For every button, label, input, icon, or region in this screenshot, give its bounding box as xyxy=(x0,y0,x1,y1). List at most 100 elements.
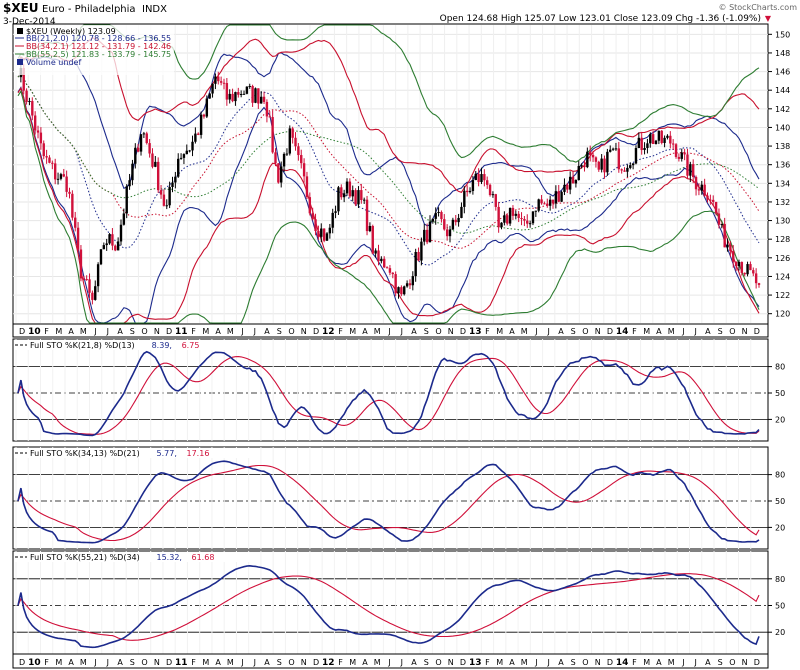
price-bar-body xyxy=(165,205,168,207)
price-bar-body xyxy=(560,191,563,202)
price-bar-body xyxy=(134,147,137,164)
price-bar-body xyxy=(594,157,598,162)
price-bar-body xyxy=(574,180,578,184)
price-bar-body xyxy=(557,191,560,202)
price-bar-body xyxy=(537,199,540,211)
price-bar-body xyxy=(191,141,194,151)
y-tick-label: 122 xyxy=(775,291,790,300)
price-bar-body xyxy=(108,234,111,244)
price-bar-body xyxy=(486,180,489,185)
x-month-label: J xyxy=(106,658,109,667)
x-month-label: A xyxy=(509,658,515,667)
price-bar-body xyxy=(351,190,354,197)
price-bar-body xyxy=(274,152,277,164)
price-bar-body xyxy=(546,203,549,206)
x-month-label: M xyxy=(227,658,234,667)
price-bar-body xyxy=(88,279,91,293)
y-tick-label: 140 xyxy=(775,123,790,132)
x-month-label: D xyxy=(754,327,760,336)
x-month-label: D xyxy=(460,658,466,667)
price-bar-body xyxy=(280,166,283,183)
x-month-label: D xyxy=(166,658,172,667)
stoch-d-line xyxy=(17,356,760,435)
price-bar-body xyxy=(712,199,715,202)
price-bar-body xyxy=(177,158,180,177)
price-bar-body xyxy=(526,220,529,224)
price-bar-body xyxy=(540,199,543,204)
x-month-label: M xyxy=(349,658,356,667)
svg-text:Volume undef: Volume undef xyxy=(26,58,81,67)
price-bar-body xyxy=(617,148,621,170)
stoch-y-label: 80 xyxy=(775,363,785,372)
price-bar-body xyxy=(79,249,83,279)
x-month-label: A xyxy=(264,327,270,336)
y-tick-label: 126 xyxy=(775,254,790,263)
price-bar-body xyxy=(305,176,309,198)
x-month-label: O xyxy=(141,327,147,336)
x-month-label: S xyxy=(130,658,135,667)
y-tick-label: 132 xyxy=(775,198,790,207)
x-month-label: S xyxy=(130,327,135,336)
price-bar-body xyxy=(494,194,497,207)
price-bar-body xyxy=(734,261,738,267)
price-bar-body xyxy=(451,219,455,230)
price-bar-body xyxy=(468,190,472,193)
copyright[interactable]: © StockCharts.com xyxy=(719,3,798,12)
price-bar-body xyxy=(686,154,689,176)
y-tick-label: 146 xyxy=(775,68,790,77)
price-bar-body xyxy=(217,76,220,82)
x-month-label: J xyxy=(253,658,256,667)
price-bar-body xyxy=(400,287,403,295)
price-bar-body xyxy=(328,227,332,234)
x-month-label: M xyxy=(55,327,62,336)
price-bar-body xyxy=(631,163,635,166)
x-month-label: A xyxy=(558,327,564,336)
price-bar-body xyxy=(145,133,148,144)
x-month-label: O xyxy=(582,327,588,336)
x-month-label: J xyxy=(93,658,96,667)
svg-text:BB(34,2.1) 121.12 - 131.79 - 1: BB(34,2.1) 121.12 - 131.79 - 142.46 xyxy=(26,42,171,51)
x-month-label: M xyxy=(668,658,675,667)
price-bar-body xyxy=(694,177,698,190)
price-bar-body xyxy=(425,229,429,243)
y-tick-label: 120 xyxy=(775,310,790,319)
price-bar-body xyxy=(268,116,271,118)
y-tick-label: 144 xyxy=(775,86,790,95)
x-month-label: D xyxy=(313,658,319,667)
price-bar-body xyxy=(380,258,383,262)
price-bar-body xyxy=(262,96,266,102)
price-bar-body xyxy=(59,174,63,179)
price-bar-body xyxy=(62,174,65,177)
x-month-label: J xyxy=(240,327,243,336)
price-bar-body xyxy=(360,190,363,201)
x-month-label: A xyxy=(656,658,662,667)
x-month-label: J xyxy=(681,658,684,667)
stoch-y-label: 50 xyxy=(775,602,785,611)
price-bar-body xyxy=(36,130,40,133)
price-bar-body xyxy=(646,143,649,148)
x-month-label: M xyxy=(374,658,381,667)
stoch-d-value: 61.68 xyxy=(192,553,215,562)
price-bar-body xyxy=(397,287,400,294)
stoch-k-value: 15.32, xyxy=(157,553,182,562)
x-month-label: M xyxy=(202,658,209,667)
price-bar-body xyxy=(102,245,106,250)
price-bar-body xyxy=(629,165,632,168)
x-year-label: 13 xyxy=(469,658,482,668)
stoch-label: Full STO %K(55,21) %D(34) xyxy=(30,553,140,562)
price-bar-body xyxy=(726,244,729,248)
price-bar-body xyxy=(568,176,572,190)
x-month-label: M xyxy=(521,327,528,336)
price-bar-body xyxy=(671,143,675,145)
price-bar-body xyxy=(543,203,546,205)
price-bar-body xyxy=(42,143,45,157)
price-bar-body xyxy=(142,133,146,135)
price-bar-body xyxy=(740,261,744,273)
price-bar-body xyxy=(368,226,372,232)
x-month-label: M xyxy=(202,327,209,336)
price-bar-body xyxy=(237,92,240,95)
price-bar-body xyxy=(749,264,752,271)
price-bar-body xyxy=(136,147,140,152)
price-bar-body xyxy=(471,180,475,191)
price-bar-body xyxy=(377,250,380,262)
